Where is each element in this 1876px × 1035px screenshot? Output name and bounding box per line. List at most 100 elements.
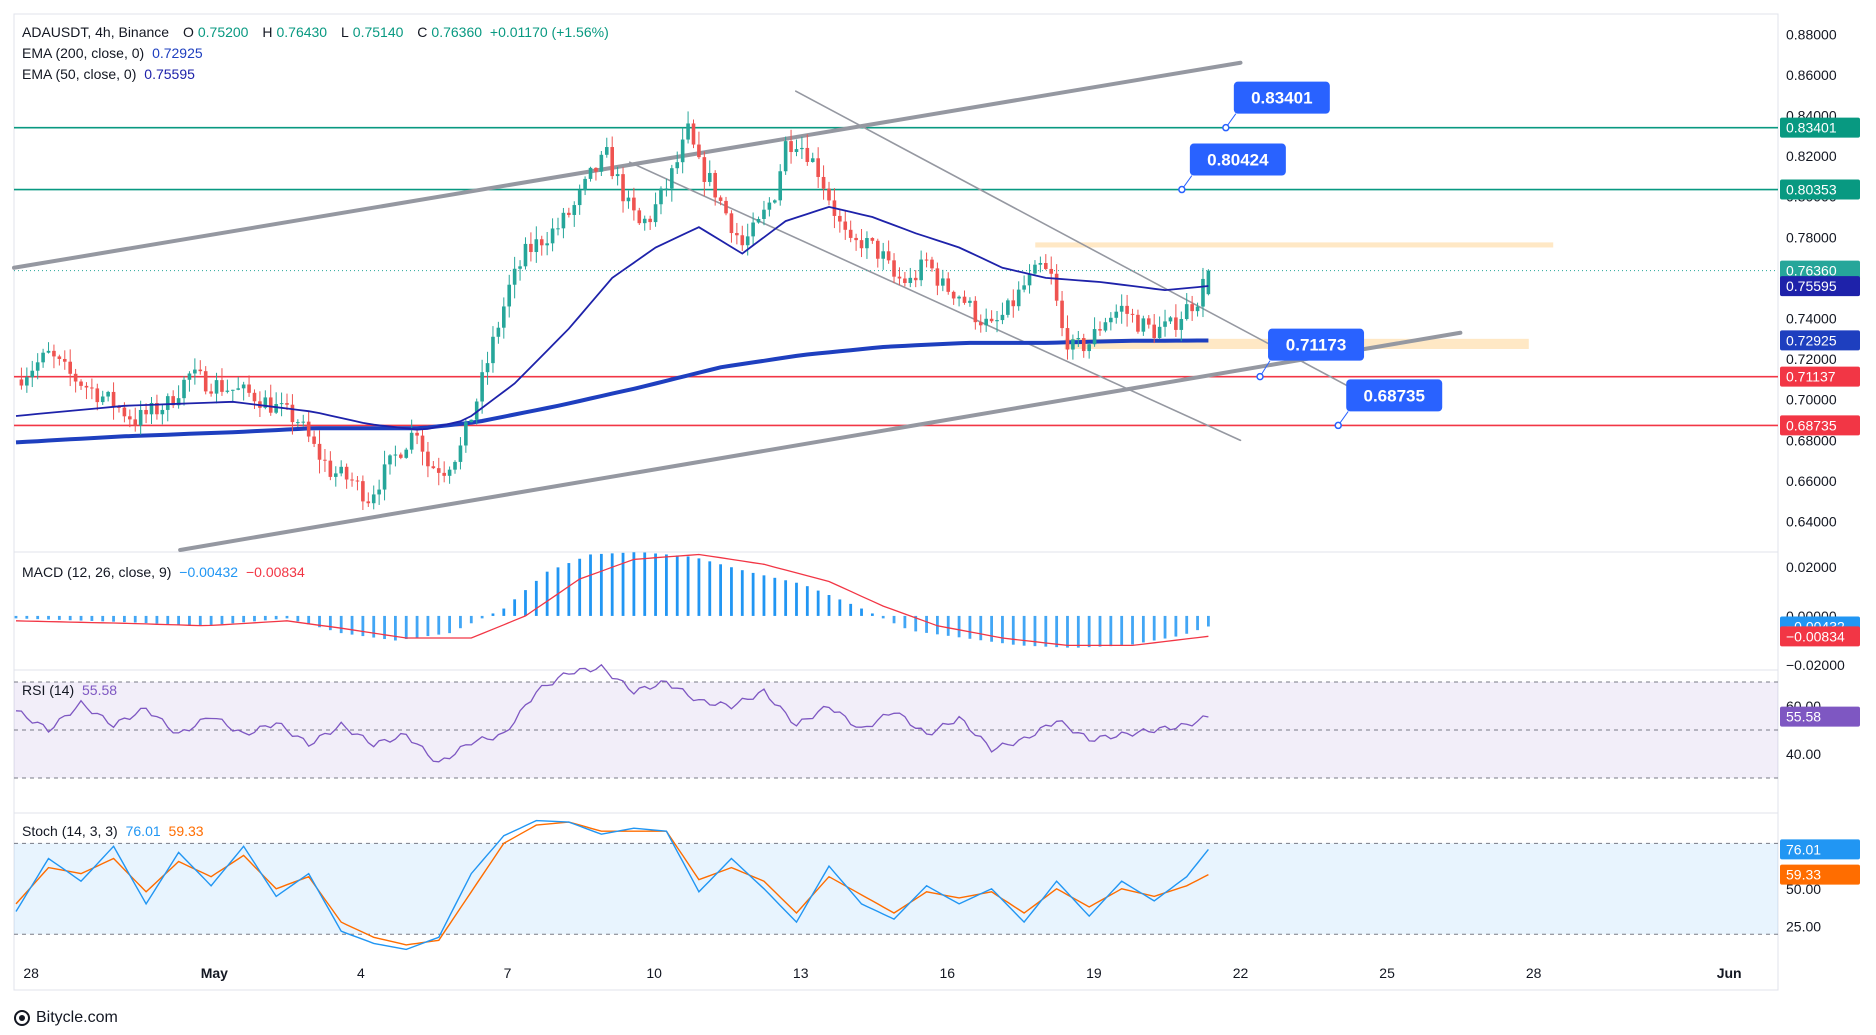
candle-body xyxy=(583,178,587,191)
ema50-line xyxy=(15,205,1209,431)
candle-body xyxy=(800,147,804,150)
candle-body xyxy=(317,443,322,460)
candle-body xyxy=(778,171,783,201)
macd-histogram-bar xyxy=(123,615,126,623)
macd-histogram-bar xyxy=(1185,615,1189,634)
stoch-band xyxy=(14,843,1778,935)
macd-histogram-bar xyxy=(534,580,538,616)
callout-anchor xyxy=(1256,372,1264,381)
price-pane: 0.880000.860000.840000.820000.800000.780… xyxy=(12,26,1860,552)
rsi-line xyxy=(15,663,1209,763)
macd-legend: MACD (12, 26, close, 9) −0.00432 −0.0083… xyxy=(22,562,305,582)
ema200-legend: EMA (200, close, 0) 0.72925 xyxy=(22,43,203,63)
candle-body xyxy=(892,260,896,277)
macd-histogram-bar xyxy=(307,615,311,625)
candle-body xyxy=(1038,263,1043,265)
macd-histogram-bar xyxy=(773,577,777,616)
macd-histogram-bar xyxy=(621,552,625,616)
macd-histogram-bar xyxy=(925,615,928,633)
candle-body xyxy=(995,320,999,322)
macd-histogram-bar xyxy=(101,615,105,622)
candle-body xyxy=(545,243,549,246)
candle-body xyxy=(821,176,826,189)
macd-histogram-bar xyxy=(1131,615,1134,645)
candle-body xyxy=(355,480,360,482)
candle-body xyxy=(279,403,284,405)
candle-body xyxy=(263,397,268,408)
macd-histogram-bar xyxy=(903,615,907,629)
macd-histogram-bar xyxy=(155,615,159,624)
macd-histogram-bar xyxy=(350,615,354,635)
candle-body xyxy=(236,388,241,390)
candle-body xyxy=(377,489,381,495)
macd-histogram-bar xyxy=(1196,615,1199,631)
candle-body xyxy=(810,158,815,162)
candle-body xyxy=(485,363,490,373)
candle-body xyxy=(848,229,853,238)
candle-body xyxy=(165,396,170,410)
candle-body xyxy=(854,237,858,241)
candle-body xyxy=(25,377,29,386)
candle-body xyxy=(350,479,354,481)
candle-body xyxy=(1016,289,1021,307)
macd-histogram-bar xyxy=(480,615,484,619)
level-axis-tag: 0.68735 xyxy=(1786,417,1837,433)
time-tick-label: 13 xyxy=(793,965,809,981)
candle-body xyxy=(859,240,864,249)
candle-body xyxy=(610,147,614,177)
candle-body xyxy=(1060,300,1064,329)
macd-histogram-bar xyxy=(675,555,679,616)
macd-histogram-bar xyxy=(328,615,332,631)
candle-body xyxy=(469,419,474,423)
candle-body xyxy=(1146,318,1151,325)
macd-histogram-bar xyxy=(1109,615,1113,647)
rsi-value: 55.58 xyxy=(82,682,118,698)
macd-histogram-bar xyxy=(1011,615,1015,645)
stoch-k-value: 76.01 xyxy=(125,823,161,839)
price-tick-label: 0.86000 xyxy=(1786,67,1837,83)
candle-body xyxy=(100,396,105,403)
candle-body xyxy=(171,396,175,406)
macd-histogram-bar xyxy=(502,608,506,616)
ohlc-low-key: L xyxy=(340,24,349,40)
candle-body xyxy=(957,296,961,299)
candle-body xyxy=(1033,264,1037,274)
candle-body xyxy=(865,238,869,249)
stoch-tick-label: 50.00 xyxy=(1786,881,1821,897)
candle-body xyxy=(680,139,685,163)
candle-body xyxy=(735,233,739,236)
macd-histogram-bar xyxy=(469,615,473,624)
time-tick-label: 7 xyxy=(504,965,512,981)
time-tick-label: 25 xyxy=(1379,965,1395,981)
level-axis-tag: 0.83401 xyxy=(1786,120,1837,136)
macd-histogram-bar xyxy=(112,615,115,622)
candle-body xyxy=(1006,300,1010,315)
price-axis-tag-bg xyxy=(1780,276,1860,297)
candle-body xyxy=(1152,324,1156,338)
candle-body xyxy=(951,291,956,299)
macd-histogram-bar xyxy=(838,599,842,616)
price-tick-label: 0.82000 xyxy=(1786,148,1837,164)
candle-body xyxy=(30,370,35,378)
macd-label: MACD (12, 26, close, 9) xyxy=(22,564,172,580)
candle-body xyxy=(84,385,89,388)
callout-anchor xyxy=(1178,185,1186,194)
macd-histogram-bar xyxy=(968,615,972,639)
level-axis-tag: 0.71137 xyxy=(1786,369,1836,385)
candle-body xyxy=(903,278,907,283)
time-tick-label: May xyxy=(201,965,228,981)
candle-body xyxy=(941,278,945,286)
candle-body xyxy=(653,204,658,223)
supply-demand-zone xyxy=(1035,242,1554,248)
macd-histogram-bar xyxy=(1098,615,1102,647)
stoch-axis-tag: 59.33 xyxy=(1786,867,1821,883)
macd-histogram-bar xyxy=(708,561,712,616)
candle-body xyxy=(838,215,842,222)
candle-body xyxy=(1109,317,1113,323)
callout-anchor xyxy=(1334,421,1342,430)
macd-histogram-bar xyxy=(686,556,690,616)
candle-body xyxy=(561,212,566,229)
macd-histogram-bar xyxy=(361,615,365,637)
macd-value: −0.00432 xyxy=(179,564,239,580)
